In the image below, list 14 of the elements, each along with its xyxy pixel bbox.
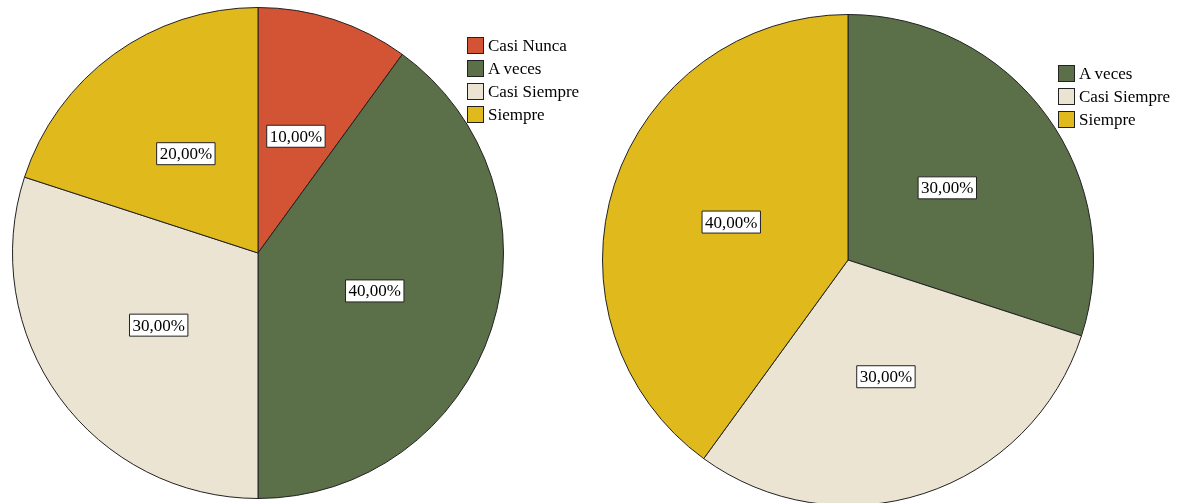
legend-label: Casi Siempre bbox=[488, 81, 580, 103]
legend-label: Casi Nunca bbox=[488, 35, 567, 57]
legend-label: Siempre bbox=[1079, 109, 1136, 131]
data-label: 30,00% bbox=[132, 315, 185, 335]
data-label: 10,00% bbox=[269, 126, 323, 146]
legend-label: Casi Siempre bbox=[1079, 86, 1171, 108]
legend-label: A veces bbox=[1079, 63, 1133, 85]
data-label: 30,00% bbox=[921, 178, 974, 198]
legend-label: Siempre bbox=[488, 104, 545, 126]
data-label: 20,00% bbox=[159, 144, 213, 164]
data-label: 40,00% bbox=[348, 281, 401, 301]
legend-label: A veces bbox=[488, 58, 542, 80]
data-label: 40,00% bbox=[705, 212, 758, 232]
data-label: 30,00% bbox=[859, 367, 913, 387]
